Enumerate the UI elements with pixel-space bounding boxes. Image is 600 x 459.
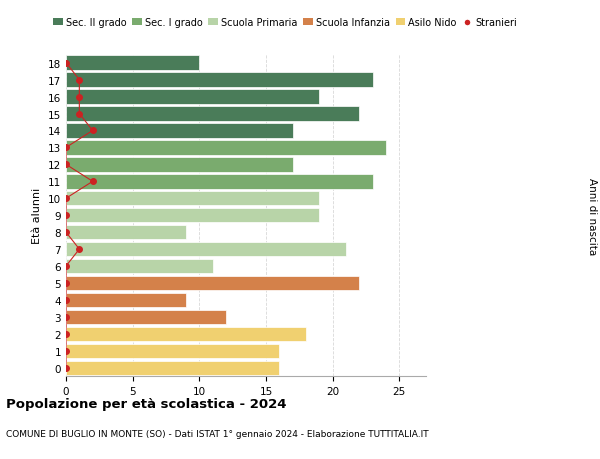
- Text: Popolazione per età scolastica - 2024: Popolazione per età scolastica - 2024: [6, 397, 287, 410]
- Bar: [66, 361, 280, 375]
- Point: [61, 297, 71, 304]
- Point: [61, 364, 71, 372]
- Y-axis label: Età alunni: Età alunni: [32, 188, 43, 244]
- Bar: [66, 90, 319, 105]
- Bar: [66, 175, 373, 189]
- Bar: [66, 56, 199, 71]
- Text: Anni di nascita: Anni di nascita: [587, 177, 597, 254]
- Bar: [66, 225, 186, 240]
- Bar: [66, 310, 226, 325]
- Point: [74, 246, 84, 253]
- Bar: [66, 293, 186, 308]
- Point: [61, 280, 71, 287]
- Point: [88, 178, 97, 185]
- Legend: Sec. II grado, Sec. I grado, Scuola Primaria, Scuola Infanzia, Asilo Nido, Stran: Sec. II grado, Sec. I grado, Scuola Prim…: [53, 18, 517, 28]
- Point: [61, 313, 71, 321]
- Bar: [66, 107, 359, 122]
- Point: [61, 330, 71, 338]
- Point: [61, 161, 71, 168]
- Point: [74, 111, 84, 118]
- Point: [88, 128, 97, 135]
- Bar: [66, 276, 359, 291]
- Bar: [66, 242, 346, 257]
- Bar: [66, 259, 212, 274]
- Point: [61, 347, 71, 355]
- Point: [61, 229, 71, 236]
- Point: [61, 212, 71, 219]
- Bar: [66, 208, 319, 223]
- Bar: [66, 327, 306, 341]
- Bar: [66, 158, 293, 172]
- Bar: [66, 141, 386, 155]
- Text: COMUNE DI BUGLIO IN MONTE (SO) - Dati ISTAT 1° gennaio 2024 - Elaborazione TUTTI: COMUNE DI BUGLIO IN MONTE (SO) - Dati IS…: [6, 429, 428, 438]
- Point: [61, 195, 71, 202]
- Bar: [66, 344, 280, 358]
- Bar: [66, 124, 293, 138]
- Point: [74, 77, 84, 84]
- Point: [61, 263, 71, 270]
- Bar: [66, 73, 373, 88]
- Point: [74, 94, 84, 101]
- Point: [61, 145, 71, 152]
- Point: [61, 60, 71, 67]
- Bar: [66, 192, 319, 206]
